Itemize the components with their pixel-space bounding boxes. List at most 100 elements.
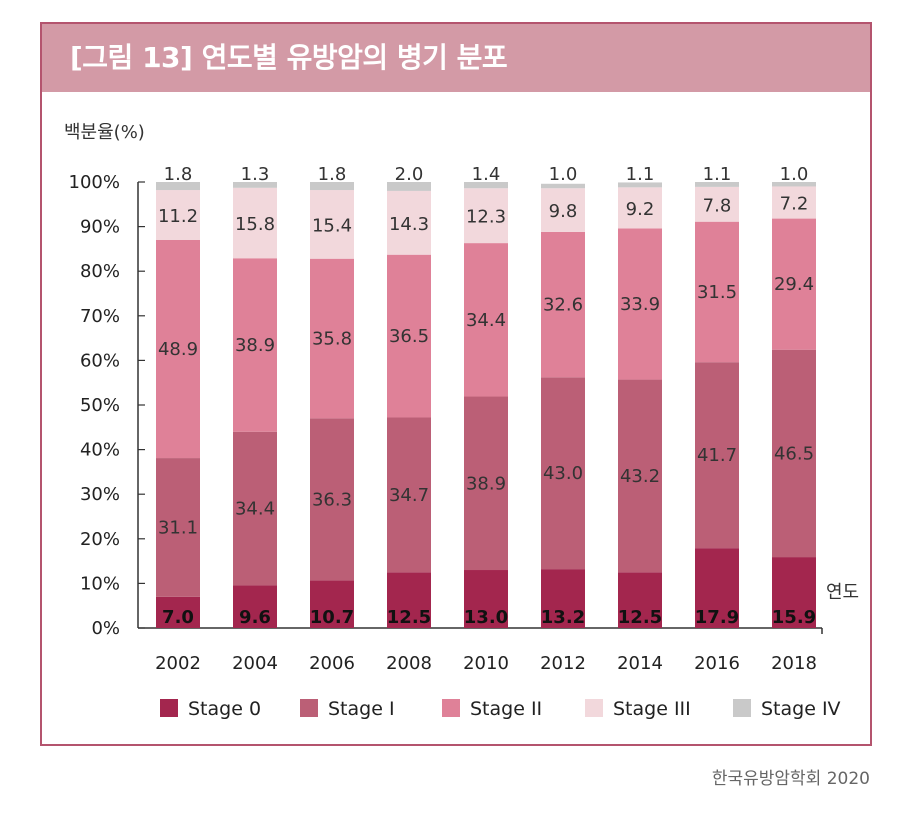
legend-label: Stage 0 (188, 698, 261, 720)
bar-segment (618, 379, 662, 573)
data-label: 9.2 (626, 199, 655, 220)
data-label: 14.3 (389, 214, 429, 235)
bar-segment (464, 570, 508, 628)
bar-segment (695, 182, 739, 187)
bar-segment (233, 585, 277, 628)
data-label: 2.0 (395, 164, 424, 185)
data-label: 1.0 (549, 164, 578, 185)
data-label: 38.9 (235, 335, 275, 356)
bar-segment (156, 458, 200, 597)
y-tick-label: 20% (80, 529, 120, 550)
data-label: 12.5 (618, 607, 662, 628)
x-tick-label: 2002 (155, 653, 201, 674)
data-label: 34.4 (235, 498, 275, 519)
bar-segment (541, 569, 585, 628)
data-label: 43.0 (543, 463, 583, 484)
legend-label: Stage III (613, 698, 691, 720)
bar-segment (618, 228, 662, 380)
data-label: 17.9 (695, 607, 739, 628)
x-tick-label: 2016 (694, 653, 740, 674)
x-tick-label: 2012 (540, 653, 586, 674)
data-label: 12.3 (466, 207, 506, 228)
data-label: 15.9 (772, 607, 816, 628)
data-label: 13.2 (541, 607, 585, 628)
data-label: 36.3 (312, 489, 352, 510)
x-axis-title: 연도 (826, 582, 859, 603)
y-tick-label: 50% (80, 395, 120, 416)
x-tick-label: 2008 (386, 653, 432, 674)
bar-segment (156, 190, 200, 240)
x-tick-label: 2014 (617, 653, 663, 674)
data-label: 36.5 (389, 326, 429, 347)
bar-segment (695, 548, 739, 628)
data-label: 12.5 (387, 607, 431, 628)
bar-segment (695, 221, 739, 363)
source-note: 한국유방암학회 2020 (711, 769, 870, 789)
bar-segment (387, 190, 431, 255)
data-label: 15.8 (235, 214, 275, 235)
y-tick-label: 100% (69, 172, 120, 193)
x-tick-label: 2006 (309, 653, 355, 674)
data-label: 48.9 (158, 339, 198, 360)
bar-segment (695, 186, 739, 222)
bar-segment (772, 182, 816, 187)
bar-segment (310, 182, 354, 191)
data-label: 43.2 (620, 466, 660, 487)
bar-segment (387, 417, 431, 573)
bar-segment (618, 187, 662, 229)
data-label: 38.9 (466, 473, 506, 494)
bar-segment (464, 182, 508, 189)
data-label: 11.2 (158, 206, 198, 227)
bar-segment (387, 254, 431, 418)
data-label: 1.4 (472, 164, 501, 185)
y-axis-title: 백분율(%) (64, 122, 145, 143)
bar-segment (541, 377, 585, 570)
bar-segment (233, 182, 277, 188)
data-label: 1.0 (780, 164, 809, 185)
data-label: 1.1 (626, 164, 655, 185)
y-tick-label: 0% (91, 618, 120, 639)
legend-label: Stage I (328, 698, 395, 720)
bar-segment (772, 349, 816, 558)
bar-segment (310, 258, 354, 419)
legend-swatch (733, 699, 751, 717)
bar-segment (387, 572, 431, 628)
data-label: 29.4 (774, 274, 814, 295)
bar-segment (695, 362, 739, 549)
x-tick-label: 2010 (463, 653, 509, 674)
x-tick-label: 2004 (232, 653, 278, 674)
data-label: 7.2 (780, 194, 809, 215)
bar-segment (387, 182, 431, 191)
data-label: 7.8 (703, 195, 732, 216)
y-tick-label: 80% (80, 261, 120, 282)
y-tick-label: 30% (80, 484, 120, 505)
bar-segment (156, 239, 200, 459)
bar-segment (156, 182, 200, 191)
data-label: 35.8 (312, 329, 352, 350)
data-label: 34.7 (389, 485, 429, 506)
bar-segment (310, 190, 354, 259)
bar-segment (464, 243, 508, 397)
data-label: 1.8 (318, 164, 347, 185)
bar-segment (541, 183, 585, 189)
data-label: 1.8 (164, 164, 193, 185)
bar-segment (541, 231, 585, 378)
data-label: 7.0 (162, 607, 194, 628)
bar-segment (772, 557, 816, 628)
data-label: 32.6 (543, 295, 583, 316)
bar-segment (772, 186, 816, 219)
y-tick-label: 10% (80, 573, 120, 594)
data-label: 46.5 (774, 443, 814, 464)
bar-segment (541, 188, 585, 232)
bar-segment (464, 396, 508, 571)
data-label: 10.7 (310, 607, 354, 628)
bar-segment (233, 431, 277, 586)
data-label: 15.4 (312, 215, 352, 236)
y-tick-label: 90% (80, 217, 120, 238)
y-tick-label: 40% (80, 440, 120, 461)
bar-segment (618, 572, 662, 628)
legend-swatch (442, 699, 460, 717)
figure-header: [그림 13] 연도별 유방암의 병기 분포 (42, 24, 870, 92)
data-label: 41.7 (697, 445, 737, 466)
